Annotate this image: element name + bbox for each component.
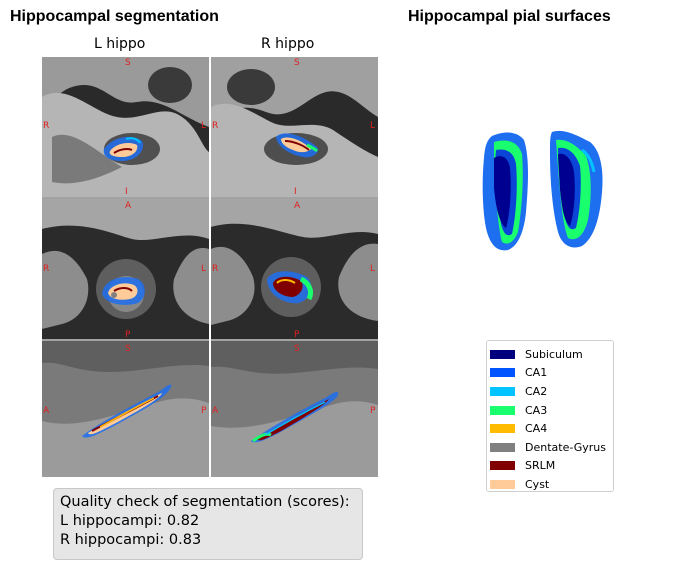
orient-sagittal-left-left: A: [43, 406, 50, 416]
legend-swatch: [490, 349, 515, 359]
quality-heading: Quality check of segmentation (scores):: [60, 494, 350, 510]
orient-coronal-right-bottom: I: [294, 187, 297, 197]
right-sagittal-slice[interactable]: [211, 341, 378, 481]
legend-label: SRLM: [525, 459, 556, 473]
right-coronal-slice[interactable]: [211, 57, 378, 197]
legend-swatch: [490, 368, 515, 378]
quality-check-box: Quality check of segmentation (scores): …: [53, 488, 363, 560]
quality-left-score: L hippocampi: 0.82: [60, 513, 200, 529]
orient-axial-right-top: A: [294, 201, 301, 211]
orient-coronal-left-top: S: [125, 58, 131, 68]
orient-coronal-left-right: L: [201, 121, 207, 131]
orient-axial-left-bottom: P: [125, 330, 131, 340]
left-axial-slice[interactable]: [42, 199, 209, 339]
legend-label: CA3: [525, 403, 548, 417]
orient-axial-right-left: R: [212, 264, 219, 274]
legend-item: SRLM: [490, 457, 613, 476]
legend-item: CA1: [490, 364, 613, 383]
legend-item: Cyst: [490, 475, 613, 494]
orient-axial-left-top: A: [125, 201, 132, 211]
orient-sagittal-right-left: A: [212, 406, 219, 416]
left-hippo-column-label: L hippo: [94, 36, 146, 52]
legend-item: Dentate-Gyrus: [490, 438, 613, 457]
legend-item: CA4: [490, 419, 613, 438]
segmentation-title: Hippocampal segmentation: [10, 8, 219, 25]
legend-label: CA2: [525, 384, 548, 398]
subfield-legend: Subiculum CA1 CA2 CA3 CA4 Dentate-Gyrus SRLM Cy…: [486, 340, 614, 492]
legend-item: CA3: [490, 401, 613, 420]
orient-axial-left-left: R: [43, 264, 50, 274]
segmentation-image-grid: S R L I S R L I A R L P A R L P S A P S …: [42, 57, 378, 477]
right-hippo-column-label: R hippo: [261, 36, 315, 52]
legend-swatch: [490, 405, 515, 415]
orient-coronal-left-left: R: [43, 121, 50, 131]
pial-surfaces-title: Hippocampal pial surfaces: [408, 8, 611, 25]
legend-swatch: [490, 424, 515, 434]
left-coronal-slice[interactable]: [42, 57, 209, 197]
legend-label: Dentate-Gyrus: [525, 440, 606, 454]
orient-coronal-right-right: L: [370, 121, 376, 131]
orient-axial-left-right: L: [201, 264, 207, 274]
orient-axial-right-bottom: P: [294, 330, 300, 340]
quality-right-score: R hippocampi: 0.83: [60, 532, 202, 548]
grid-divider-row2: [42, 339, 378, 341]
orient-sagittal-right-right: P: [370, 406, 376, 416]
orient-sagittal-left-right: P: [201, 406, 207, 416]
legend-swatch: [490, 386, 515, 396]
right-axial-slice[interactable]: [211, 199, 378, 339]
grid-divider-row1: [42, 197, 378, 199]
legend-swatch: [490, 461, 515, 471]
legend-swatch: [490, 442, 515, 452]
orient-sagittal-left-top: S: [125, 344, 131, 354]
legend-label: Subiculum: [525, 347, 583, 361]
orient-coronal-right-left: R: [212, 121, 219, 131]
legend-item: Subiculum: [490, 345, 613, 364]
orient-axial-right-right: L: [370, 264, 376, 274]
legend-item: CA2: [490, 382, 613, 401]
left-sagittal-slice[interactable]: [42, 341, 209, 481]
legend-label: CA1: [525, 366, 548, 380]
orient-sagittal-right-top: S: [294, 344, 300, 354]
orient-coronal-left-bottom: I: [125, 187, 128, 197]
grid-divider-vertical: [209, 57, 211, 477]
legend-swatch: [490, 479, 515, 489]
hippocampal-pial-surfaces-render[interactable]: [478, 128, 610, 257]
orient-coronal-right-top: S: [294, 58, 300, 68]
legend-label: Cyst: [525, 477, 550, 491]
legend-label: CA4: [525, 422, 548, 436]
